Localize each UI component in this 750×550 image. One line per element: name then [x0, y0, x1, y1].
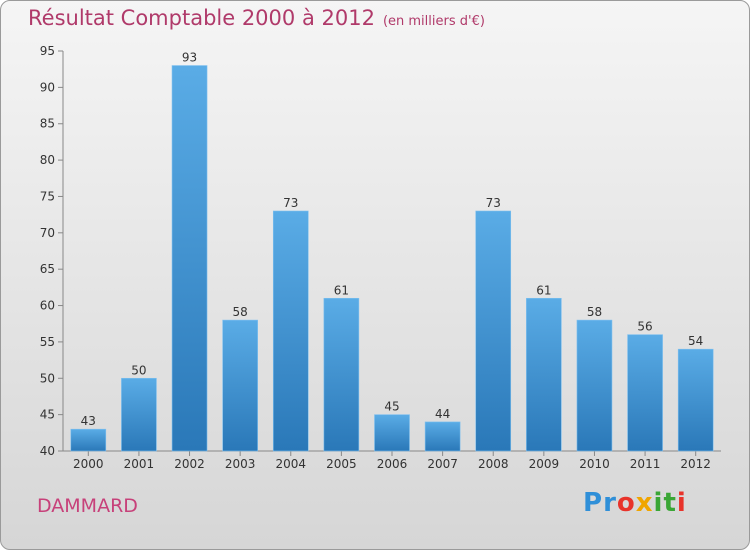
x-tick-label: 2003: [225, 457, 256, 471]
bar: [627, 334, 663, 452]
bar: [272, 210, 309, 452]
x-tick-label: 2006: [377, 457, 408, 471]
bar-value-label: 50: [131, 363, 146, 377]
y-tick-label: 65: [40, 262, 55, 276]
bar-value-label: 56: [637, 320, 652, 334]
bar: [475, 210, 512, 452]
logo-letter: r: [603, 488, 617, 518]
y-tick-label: 60: [40, 299, 55, 313]
x-tick-label: 2001: [124, 457, 155, 471]
commune-name: DAMMARD: [37, 495, 138, 517]
y-tick-label: 95: [40, 44, 55, 58]
chart-subtitle: (en milliers d'€): [382, 14, 485, 29]
bar: [424, 421, 461, 452]
logo-letter: x: [635, 488, 654, 518]
bar: [121, 377, 157, 452]
bar-value-label: 93: [182, 51, 197, 65]
bar-value-label: 73: [283, 196, 298, 210]
y-tick-label: 70: [40, 226, 55, 240]
x-tick-label: 2011: [630, 457, 661, 471]
bar: [677, 348, 714, 452]
bar-value-label: 58: [587, 305, 602, 319]
x-tick-label: 2005: [326, 457, 357, 471]
bar: [70, 428, 107, 452]
bar: [222, 319, 258, 452]
bar-value-label: 54: [688, 334, 703, 348]
x-tick-label: 2010: [579, 457, 610, 471]
bar-value-label: 58: [233, 305, 248, 319]
logo-letter: i: [676, 488, 687, 518]
bar: [374, 414, 410, 452]
x-tick-label: 2012: [680, 457, 711, 471]
y-tick-label: 90: [40, 80, 55, 94]
x-tick-label: 2000: [73, 457, 104, 471]
y-tick-label: 80: [40, 153, 55, 167]
y-tick-label: 45: [40, 408, 55, 422]
x-tick-label: 2009: [529, 457, 560, 471]
x-tick-label: 2007: [427, 457, 458, 471]
logo-letter: i: [653, 488, 664, 518]
bar: [171, 65, 208, 452]
bar-value-label: 43: [81, 414, 96, 428]
bar-value-label: 61: [334, 283, 349, 297]
y-tick-label: 50: [40, 371, 55, 385]
bar: [526, 297, 562, 452]
bar: [323, 297, 360, 452]
bar-value-label: 73: [486, 196, 501, 210]
logo-letter: P: [583, 488, 604, 518]
x-tick-label: 2004: [275, 457, 306, 471]
x-tick-label: 2008: [478, 457, 509, 471]
y-tick-label: 40: [40, 444, 55, 458]
y-tick-label: 75: [40, 189, 55, 203]
logo-letter: t: [663, 488, 677, 518]
bar-value-label: 45: [384, 400, 399, 414]
chart-title: Résultat Comptable 2000 à 2012 (en millie…: [28, 6, 485, 30]
bar: [576, 319, 613, 452]
bar-value-label: 44: [435, 407, 450, 421]
y-tick-label: 85: [40, 117, 55, 131]
proxiti-logo: Proxiti: [583, 488, 687, 518]
logo-letter: o: [616, 488, 636, 518]
bar-value-label: 61: [536, 283, 551, 297]
y-tick-label: 55: [40, 335, 55, 349]
x-tick-label: 2002: [174, 457, 205, 471]
